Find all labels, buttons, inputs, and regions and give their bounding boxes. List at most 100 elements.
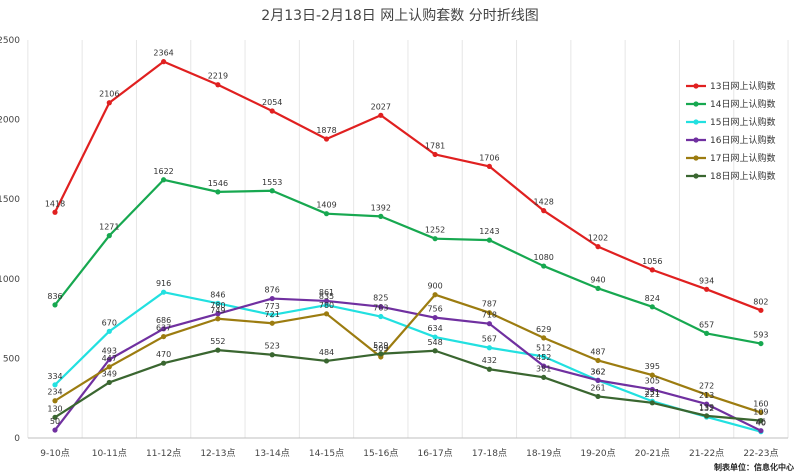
series-line [54,297,762,432]
data-label: 916 [156,279,171,288]
data-label: 160 [753,400,768,409]
y-tick-label: 2000 [0,116,20,126]
legend-label: 17日网上认购数 [710,152,775,164]
data-point [704,413,710,419]
data-point [432,236,438,242]
data-point [215,316,221,322]
legend-marker [693,155,699,161]
data-point [541,335,547,341]
data-point [704,401,710,407]
data-point [215,300,221,306]
data-point [378,213,384,219]
data-label: 780 [319,301,334,310]
data-point [215,82,221,88]
data-label: 452 [536,353,551,362]
data-label: 721 [265,310,280,319]
data-label: 470 [156,350,171,359]
x-tick-label: 19-20点 [580,448,615,459]
data-label: 509 [373,344,388,353]
data-label: 1546 [208,179,228,188]
data-point [323,136,330,142]
data-point [161,333,167,340]
data-point [649,372,655,378]
data-label: 773 [265,302,280,311]
data-label: 362 [590,367,605,376]
data-point [269,352,275,358]
data-label: 231 [645,388,660,397]
data-label: 493 [102,347,117,356]
data-point [378,304,384,310]
y-tick-label: 0 [14,434,20,444]
x-tick-label: 13-14点 [255,448,290,459]
data-label: 2027 [371,102,391,111]
data-point [432,315,438,321]
data-label: 552 [210,337,225,346]
data-label: 305 [645,376,660,385]
legend-marker [693,101,699,107]
data-labels: 1418 2106 2364 2219 2054 1878 2027 1781 1706 1428… [45,49,769,428]
data-label: 1243 [479,227,499,236]
x-tick-label: 22-23点 [743,448,778,459]
data-point [486,163,492,170]
data-label: 132 [699,404,714,413]
data-point [215,311,221,317]
data-label: 234 [47,388,62,397]
data-label: 432 [482,356,497,365]
data-point [161,360,167,366]
data-point [269,188,275,194]
data-point [486,310,492,316]
data-label: 139 [699,403,714,412]
legend-marker [693,83,699,89]
data-label: 787 [482,300,497,309]
data-label: 1553 [262,178,282,187]
data-point [486,237,492,243]
data-label: 261 [590,383,605,392]
data-label: 593 [753,331,768,340]
data-label: 362 [590,367,605,376]
data-point [758,340,764,347]
data-point [758,418,764,424]
legend-label: 14日网上认购数 [710,98,775,110]
y-tick-label: 1500 [0,195,20,205]
data-point [595,377,601,383]
y-tick-label: 500 [3,354,20,364]
footer-note: 制表单位：信息化中心 [714,462,794,472]
data-point [106,100,112,106]
data-point [161,326,167,332]
data-point [323,358,330,364]
data-label: 836 [47,292,62,301]
data-label: 1392 [371,203,391,212]
data-point [52,382,58,388]
data-point [52,427,58,433]
data-point [704,392,710,398]
legend: 13日网上认购数 14日网上认购数 15日网上认购数 16日网上认购数 17日网上认购数… [686,80,775,182]
data-label: 221 [645,390,660,399]
data-label: 213 [699,391,714,400]
data-label: 40 [756,419,766,428]
data-label: 1781 [425,141,445,150]
data-label: 567 [482,335,497,344]
data-point [323,302,330,308]
data-label: 940 [590,275,605,284]
data-label: 637 [156,324,171,333]
x-tick-label: 16-17点 [418,448,453,459]
data-point [432,292,438,298]
data-label: 2106 [99,90,119,99]
x-tick-label: 14-15点 [309,448,344,459]
data-label: 334 [47,372,62,381]
data-point [378,313,384,320]
x-tick-label: 18-19点 [526,448,561,459]
data-point [649,386,655,393]
data-label: 1409 [316,201,336,210]
data-point [323,311,330,317]
data-label: 876 [265,286,280,295]
series-line [54,349,761,422]
data-point [432,348,438,354]
grid-lines [27,40,789,438]
data-point [106,356,112,363]
data-label: 657 [699,320,714,329]
data-point [52,302,58,308]
data-label: 686 [156,316,171,325]
data-label: 548 [427,338,442,347]
data-label: 846 [210,290,225,299]
